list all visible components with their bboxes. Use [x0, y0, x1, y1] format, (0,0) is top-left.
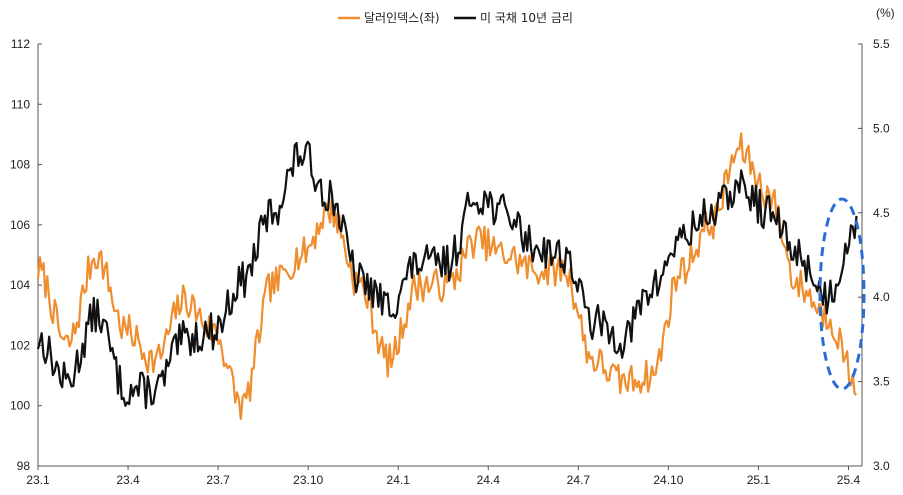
left-axis-ticks: 98 100 102 104 106 108 110 112 [10, 37, 42, 473]
right-tick-label: 3.5 [873, 375, 890, 389]
x-tick-label: 23.7 [206, 473, 230, 487]
x-tick-label: 24.7 [567, 473, 591, 487]
right-axis-ticks: 3.0 3.5 4.0 4.5 5.0 5.5 [858, 37, 890, 473]
left-tick-label: 108 [10, 158, 30, 172]
series-line-dollar-index [36, 132, 858, 420]
right-tick-label: 5.0 [873, 121, 890, 135]
right-tick-label: 3.0 [873, 459, 890, 473]
x-tick-label: 23.4 [116, 473, 140, 487]
legend-label-dollar-index: 달러인덱스(좌) [364, 11, 440, 25]
left-tick-label: 102 [10, 338, 30, 352]
legend: 달러인덱스(좌) 미 국채 10년 금리 [338, 11, 573, 25]
right-tick-label: 4.5 [873, 206, 890, 220]
highlight-ellipse [818, 197, 866, 391]
right-tick-label: 5.5 [873, 37, 890, 51]
left-tick-label: 112 [11, 37, 30, 51]
x-tick-label: 23.10 [293, 473, 323, 487]
x-tick-label: 24.1 [387, 473, 411, 487]
x-tick-label: 25.1 [747, 473, 771, 487]
x-tick-label: 24.10 [653, 473, 683, 487]
legend-label-us-10y: 미 국채 10년 금리 [480, 11, 573, 25]
series-line-us-10y [36, 140, 858, 410]
left-tick-label: 98 [17, 459, 31, 473]
right-tick-label: 4.0 [873, 290, 890, 304]
right-axis-unit: (%) [876, 6, 895, 20]
left-tick-label: 110 [11, 97, 30, 111]
x-axis-ticks: 23.1 23.4 23.7 23.10 24.1 24.4 24.7 24.10 25.1 25… [26, 466, 860, 487]
left-tick-label: 106 [10, 218, 30, 232]
axes [37, 44, 863, 467]
left-tick-label: 100 [10, 399, 30, 413]
left-tick-label: 104 [10, 278, 30, 292]
x-tick-label: 23.1 [26, 473, 50, 487]
x-tick-label: 24.4 [477, 473, 501, 487]
x-tick-label: 25.4 [837, 473, 861, 487]
